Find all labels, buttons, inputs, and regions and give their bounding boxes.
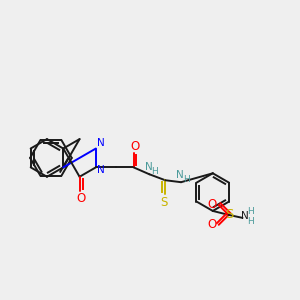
Text: H: H (247, 207, 254, 216)
Text: H: H (183, 175, 189, 184)
Text: H: H (247, 217, 254, 226)
Text: O: O (207, 218, 216, 231)
Text: O: O (207, 199, 216, 212)
Text: N: N (145, 162, 152, 172)
Text: H: H (151, 167, 158, 176)
Text: N: N (97, 138, 105, 148)
Text: N: N (241, 211, 248, 221)
Text: S: S (160, 196, 168, 208)
Text: S: S (225, 208, 234, 221)
Text: O: O (76, 192, 85, 205)
Text: N: N (97, 165, 105, 175)
Text: N: N (176, 170, 184, 180)
Text: O: O (131, 140, 140, 153)
